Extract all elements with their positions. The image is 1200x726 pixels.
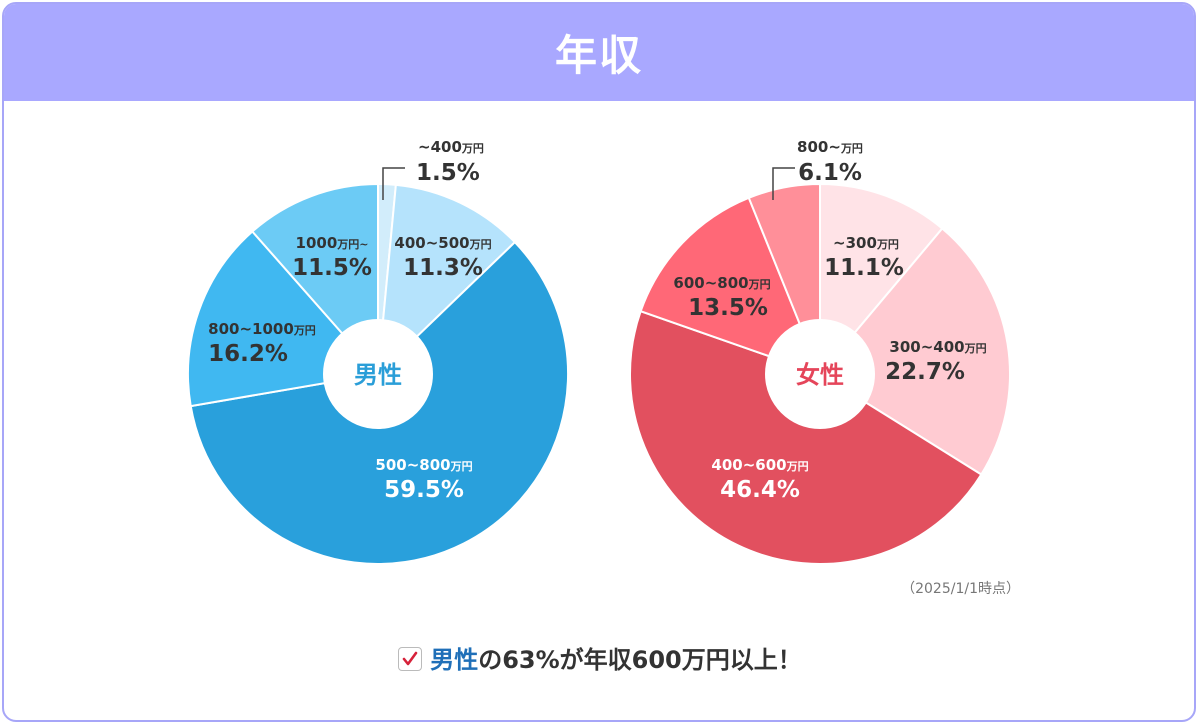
summary-highlight: 男性: [430, 646, 479, 674]
summary-line: 男性の63%が年収600万円以上！: [0, 640, 1200, 675]
checkbox-icon: [398, 647, 423, 671]
slice-value-label: 1.5%: [416, 160, 480, 186]
page-title: 年収: [554, 31, 643, 80]
pie-slice: [639, 196, 822, 376]
summary-text: の63%が年収600万円以上！: [478, 646, 802, 674]
pie-slice: [818, 227, 1011, 476]
slice-category-label: ~300万円: [833, 234, 899, 252]
slice-category-label: ~400万円: [418, 138, 484, 156]
slice-category-label: 500~800万円: [375, 456, 472, 474]
slice-value-label: 11.1%: [824, 255, 904, 281]
slice-value-label: 13.5%: [688, 295, 768, 321]
date-note: （2025/1/1時点）: [901, 581, 1020, 597]
slice-category-label: 400~600万円: [711, 456, 808, 474]
pie-slice: [629, 309, 983, 565]
slice-value-label: 6.1%: [798, 160, 862, 186]
slice-category-label: 600~800万円: [673, 274, 770, 292]
pie-center-label: 女性: [796, 361, 844, 389]
slice-category-label: 300~400万円: [889, 338, 986, 356]
header-bar: 年収: [4, 4, 1194, 101]
pie-slice: [819, 182, 944, 377]
slice-value-label: 46.4%: [720, 477, 800, 503]
pie-center: [765, 319, 875, 429]
slice-value-label: 22.7%: [885, 359, 965, 385]
slice-category-label: 800~万円: [797, 138, 863, 156]
pie-center: [323, 319, 433, 429]
slice-category-label: 400~500万円: [394, 234, 491, 252]
pie-center-label: 男性: [354, 361, 402, 389]
slice-value-label: 59.5%: [384, 477, 464, 503]
slice-category-label: 800~1000万円: [208, 320, 316, 338]
slice-value-label: 11.5%: [292, 255, 372, 281]
leader-line: [772, 167, 795, 200]
slice-category-label: 1000万円~: [296, 234, 369, 252]
pie-slice: [376, 183, 517, 377]
slice-value-label: 11.3%: [403, 255, 483, 281]
slice-value-label: 16.2%: [208, 341, 288, 367]
pie-slice: [250, 182, 379, 377]
leader-line: [382, 167, 405, 200]
